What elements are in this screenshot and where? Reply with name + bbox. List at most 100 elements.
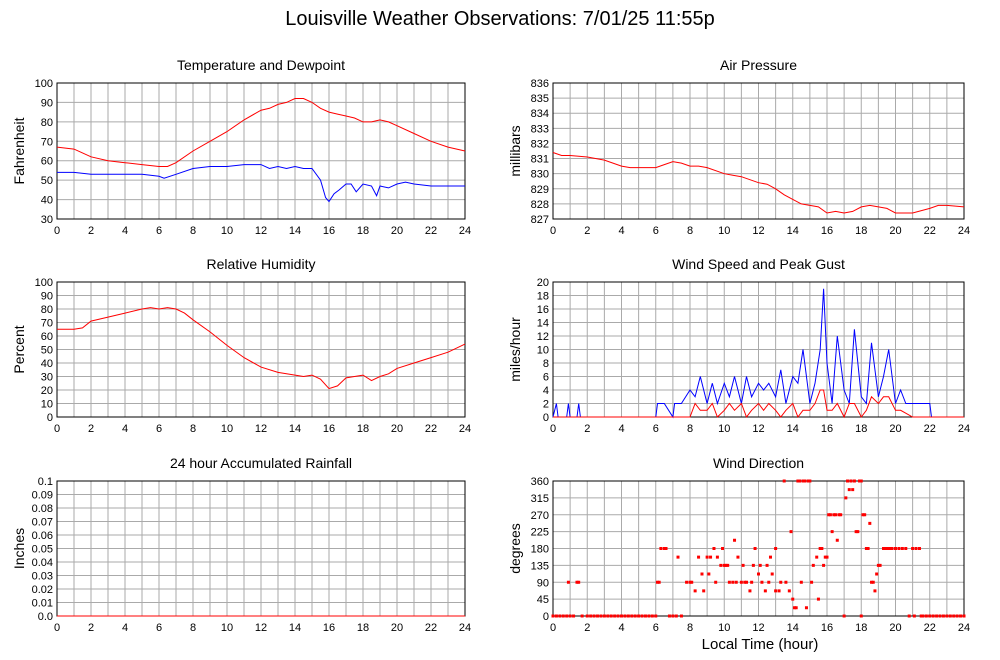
x-tick-label: 4 — [122, 622, 128, 634]
direction-point — [856, 530, 860, 534]
y-tick-label: 829 — [531, 184, 549, 196]
y-tick-label: 0.05 — [32, 544, 53, 556]
y-tick-label: 0.1 — [38, 476, 53, 488]
direction-point — [955, 614, 959, 618]
direction-point — [768, 555, 772, 559]
y-tick-label: 6 — [543, 372, 549, 384]
y-tick-label: 0 — [543, 412, 549, 424]
direction-point — [827, 513, 831, 517]
direction-point — [868, 521, 872, 525]
direction-point — [734, 580, 738, 584]
y-axis-label: miles/hour — [507, 317, 523, 382]
direction-point — [751, 563, 755, 567]
y-tick-label: 8 — [543, 358, 549, 370]
direction-point — [938, 614, 942, 618]
x-tick-label: 2 — [88, 423, 94, 435]
direction-point — [820, 547, 824, 550]
direction-point — [798, 479, 802, 483]
direction-point — [784, 580, 788, 584]
direction-point — [758, 563, 762, 567]
direction-point — [715, 555, 719, 559]
direction-point — [791, 597, 795, 601]
x-tick-label: 20 — [391, 225, 403, 237]
y-axis-label: Percent — [11, 325, 27, 373]
direction-point — [866, 547, 870, 550]
plot-frame — [552, 480, 965, 617]
direction-point — [697, 555, 701, 559]
x-tick-label: 12 — [255, 423, 267, 435]
direction-point — [873, 589, 877, 593]
direction-point — [924, 614, 928, 618]
direction-point — [650, 614, 654, 618]
direction-point — [767, 580, 771, 584]
x-tick-label: 4 — [618, 622, 624, 634]
x-tick-label: 2 — [584, 622, 590, 634]
direction-point — [633, 614, 637, 618]
x-tick-label: 2 — [88, 225, 94, 237]
direction-point — [863, 513, 867, 517]
y-tick-label: 828 — [531, 199, 549, 211]
x-tick-label: 4 — [122, 423, 128, 435]
direction-point — [852, 479, 856, 483]
direction-point — [774, 547, 778, 550]
direction-point — [558, 614, 562, 618]
x-tick-label: 2 — [584, 225, 590, 237]
y-tick-label: 30 — [41, 214, 53, 226]
direction-point — [626, 614, 630, 618]
direction-point — [630, 614, 634, 618]
direction-point — [883, 547, 887, 550]
chart-title: 24 hour Accumulated Rainfall — [170, 455, 352, 471]
x-tick-label: 0 — [550, 622, 556, 634]
x-tick-label: 16 — [323, 423, 335, 435]
direction-point — [834, 513, 838, 517]
direction-point — [566, 580, 570, 584]
direction-point — [676, 555, 680, 559]
direction-point — [674, 614, 678, 618]
x-tick-label: 24 — [459, 225, 471, 237]
direction-point — [847, 488, 851, 492]
y-tick-label: 40 — [41, 358, 53, 370]
direction-point — [935, 614, 939, 618]
x-tick-label: 16 — [821, 423, 833, 435]
direction-point — [888, 547, 892, 550]
x-tick-label: 2 — [584, 423, 590, 435]
x-tick-label: 10 — [718, 225, 730, 237]
x-tick-label: 0 — [54, 622, 60, 634]
direction-point — [876, 563, 880, 567]
direction-point — [671, 614, 675, 618]
direction-point — [727, 580, 731, 584]
direction-point — [623, 614, 627, 618]
direction-point — [568, 614, 572, 618]
direction-point — [655, 580, 659, 584]
direction-point — [948, 614, 952, 618]
x-tick-label: 18 — [855, 622, 867, 634]
x-tick-label: 8 — [687, 423, 693, 435]
direction-point — [741, 563, 745, 567]
y-tick-label: 0.09 — [32, 490, 53, 502]
direction-point — [837, 513, 841, 517]
direction-point — [745, 580, 749, 584]
series-line-0 — [552, 152, 965, 214]
direction-point — [659, 547, 663, 550]
direction-point — [647, 614, 651, 618]
x-tick-label: 16 — [821, 225, 833, 237]
y-axis-label: Fahrenheit — [11, 117, 27, 184]
direction-point — [667, 614, 671, 618]
direction-point — [592, 614, 596, 618]
series-line-0 — [57, 307, 466, 390]
y-tick-label: 0 — [47, 412, 53, 424]
y-tick-label: 0.06 — [32, 530, 53, 542]
direction-point — [823, 555, 827, 559]
x-tick-label: 14 — [787, 225, 799, 237]
direction-point — [839, 513, 843, 517]
direction-point — [753, 547, 757, 550]
y-tick-label: 836 — [531, 78, 549, 90]
x-tick-label: 0 — [550, 423, 556, 435]
direction-point — [931, 614, 935, 618]
y-tick-label: 16 — [537, 304, 549, 316]
direction-point — [679, 614, 683, 618]
direction-point — [806, 479, 810, 483]
x-tick-label: 12 — [255, 225, 267, 237]
y-tick-label: 4 — [543, 385, 549, 397]
